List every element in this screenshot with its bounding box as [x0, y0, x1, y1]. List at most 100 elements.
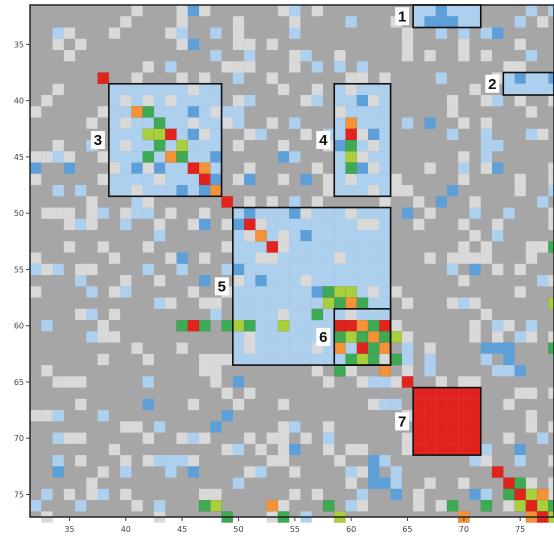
heatmap-cell: [176, 173, 188, 186]
heatmap-cell: [176, 83, 188, 96]
heatmap-cell: [503, 432, 515, 444]
heatmap-cell: [63, 207, 76, 219]
heatmap-cell: [379, 477, 391, 489]
heatmap-cell: [210, 162, 222, 174]
heatmap-cell: [334, 83, 346, 96]
heatmap-cell: [435, 500, 447, 512]
heatmap-cell: [548, 275, 554, 287]
heatmap-cell: [311, 320, 323, 332]
heatmap-cell: [424, 443, 436, 456]
heatmap-cell: [469, 432, 481, 444]
y-tick-label: 35: [14, 40, 24, 49]
heatmap-cell: [199, 106, 211, 118]
heatmap-cell: [176, 342, 188, 354]
heatmap-cell: [345, 308, 357, 321]
heatmap-cell: [165, 173, 177, 186]
heatmap-cell: [199, 72, 211, 84]
heatmap-cell: [514, 331, 526, 343]
heatmap-cell: [187, 38, 200, 51]
cluster-label-bg: [214, 277, 229, 296]
heatmap-cell: [244, 342, 256, 354]
heatmap-cell: [153, 95, 166, 107]
heatmap-cell-strong: [232, 319, 245, 332]
heatmap-cell: [300, 50, 312, 62]
heatmap-cell: [131, 95, 143, 107]
heatmap-cell: [142, 95, 154, 107]
cluster-label-bg: [316, 327, 331, 346]
heatmap-cell: [345, 207, 357, 219]
heatmap-cell: [379, 207, 391, 219]
heatmap-cell: [153, 297, 166, 309]
heatmap-cell: [480, 342, 493, 354]
heatmap-cell: [492, 320, 504, 332]
heatmap-cell: [435, 5, 447, 17]
heatmap-cell: [368, 140, 380, 152]
heatmap-cell: [514, 387, 526, 399]
heatmap-cell: [356, 185, 369, 197]
heatmap-cell: [244, 230, 256, 242]
cluster-label-bg: [316, 131, 331, 150]
heatmap-cell: [232, 342, 245, 354]
heatmap-cell-strong: [243, 218, 256, 231]
heatmap-cell: [300, 320, 312, 332]
heatmap-cell: [244, 196, 256, 208]
heatmap-cell: [446, 410, 459, 422]
heatmap-cell: [277, 500, 290, 512]
y-tick-label: 65: [14, 378, 24, 387]
heatmap-cell: [232, 275, 245, 287]
heatmap-cell: [232, 106, 245, 118]
heatmap-cell: [131, 342, 143, 354]
heatmap-cell-strong: [187, 319, 200, 332]
heatmap-cell: [244, 162, 256, 174]
heatmap-cell-strong: [131, 106, 143, 118]
heatmap-cell: [108, 443, 121, 456]
heatmap-cell: [244, 50, 256, 62]
heatmap-cell: [30, 173, 42, 186]
heatmap-cell: [131, 83, 143, 96]
heatmap-cell: [334, 252, 346, 264]
heatmap-cell: [289, 353, 301, 366]
heatmap-cell: [469, 488, 481, 501]
heatmap-cell: [187, 83, 200, 96]
heatmap-cell: [368, 263, 380, 276]
heatmap-cell: [525, 387, 538, 399]
heatmap-cell: [131, 128, 143, 141]
heatmap-cell: [153, 455, 166, 467]
heatmap-cell: [334, 140, 346, 152]
heatmap-cell: [322, 275, 335, 287]
heatmap-cell: [514, 72, 526, 84]
heatmap-cell: [514, 95, 526, 107]
heatmap-cell: [390, 173, 402, 186]
heatmap-cell: [120, 151, 132, 163]
heatmap-cell: [480, 252, 493, 264]
heatmap-cell: [458, 151, 470, 163]
heatmap-cell: [345, 500, 357, 512]
heatmap-cell: [300, 173, 312, 186]
heatmap-cell-strong: [379, 364, 391, 377]
heatmap-cell: [458, 443, 470, 456]
heatmap-cell: [525, 410, 538, 422]
heatmap-cell: [108, 83, 121, 96]
heatmap-cell: [165, 27, 177, 39]
heatmap-cell: [401, 185, 414, 197]
heatmap-cell: [480, 151, 493, 163]
heatmap-cell: [446, 263, 459, 276]
heatmap-cell: [311, 83, 323, 96]
heatmap-cell: [97, 466, 109, 478]
heatmap-cell: [108, 286, 121, 298]
heatmap-cell: [368, 297, 380, 309]
heatmap-cell: [266, 252, 278, 264]
heatmap-cell: [277, 241, 290, 253]
heatmap-cell: [368, 151, 380, 163]
heatmap-cell: [311, 275, 323, 287]
heatmap-cell: [379, 218, 391, 231]
heatmap-cell: [525, 5, 538, 17]
heatmap-cell: [390, 185, 402, 197]
heatmap-cell: [176, 185, 188, 197]
heatmap-cell: [142, 185, 154, 197]
heatmap-cell: [266, 432, 278, 444]
heatmap-cell: [277, 140, 290, 152]
heatmap-cell: [322, 207, 335, 219]
heatmap-cell: [503, 61, 515, 73]
heatmap-cell: [277, 443, 290, 456]
